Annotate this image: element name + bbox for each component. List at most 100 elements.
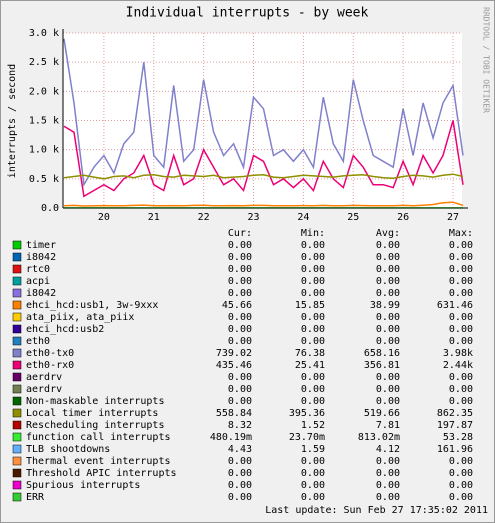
column-header: Max: <box>449 228 473 239</box>
legend-label: aerdrv <box>26 372 62 383</box>
legend-label: ehci_hcd:usb2 <box>26 324 104 335</box>
legend-value: 0.00 <box>301 492 325 503</box>
legend-value: 0.00 <box>449 468 473 479</box>
legend-swatch <box>12 384 22 394</box>
legend-label: ERR <box>26 492 45 503</box>
legend-label: rtc0 <box>26 264 50 275</box>
legend-value: 0.00 <box>376 240 400 251</box>
legend-label: Non-maskable interrupts <box>26 396 164 407</box>
legend-value: 435.46 <box>216 360 252 371</box>
legend-value: 519.66 <box>364 408 400 419</box>
legend-label: Local timer interrupts <box>26 408 158 419</box>
side-label: RRDTOOL / TOBI OETIKER <box>482 7 491 113</box>
x-tick-label: 27 <box>447 212 459 223</box>
x-tick-label: 20 <box>98 212 110 223</box>
legend-value: 480.19m <box>210 432 252 443</box>
legend-swatch <box>12 324 22 334</box>
legend-label: i8042 <box>26 288 56 299</box>
legend-value: 0.00 <box>449 456 473 467</box>
legend-swatch <box>12 408 22 418</box>
legend-value: 161.96 <box>437 444 473 455</box>
legend-value: 0.00 <box>228 312 252 323</box>
legend-value: 0.00 <box>228 372 252 383</box>
legend-value: 0.00 <box>449 372 473 383</box>
legend-label: Spurious interrupts <box>26 480 140 491</box>
legend-value: 0.00 <box>228 492 252 503</box>
series-line <box>63 173 464 180</box>
legend-swatch <box>12 336 22 346</box>
legend-swatch <box>12 432 22 442</box>
legend-value: 0.00 <box>228 468 252 479</box>
legend-value: 0.00 <box>301 252 325 263</box>
legend-value: 76.38 <box>295 348 325 359</box>
legend-label: function call interrupts <box>26 432 171 443</box>
legend-label: i8042 <box>26 252 56 263</box>
legend-swatch <box>12 468 22 478</box>
legend-value: 0.00 <box>376 456 400 467</box>
legend-value: 1.52 <box>301 420 325 431</box>
legend-value: 3.98k <box>443 348 473 359</box>
legend-value: 23.70m <box>289 432 325 443</box>
legend-swatch <box>12 312 22 322</box>
legend-swatch <box>12 420 22 430</box>
y-tick-label: 1.5 k <box>29 116 59 127</box>
legend-value: 0.00 <box>228 324 252 335</box>
legend-value: 0.00 <box>228 288 252 299</box>
legend-swatch <box>12 276 22 286</box>
legend-swatch <box>12 300 22 310</box>
legend-swatch <box>12 492 22 502</box>
legend-value: 0.00 <box>301 396 325 407</box>
legend-value: 0.00 <box>228 480 252 491</box>
legend-value: 197.87 <box>437 420 473 431</box>
series-line <box>63 120 464 198</box>
legend-swatch <box>12 240 22 250</box>
legend-value: 0.00 <box>301 288 325 299</box>
legend-value: 631.46 <box>437 300 473 311</box>
legend-value: 0.00 <box>376 312 400 323</box>
legend-label: eth0-tx0 <box>26 348 74 359</box>
legend-value: 0.00 <box>228 336 252 347</box>
y-tick-label: 3.0 k <box>29 28 59 39</box>
legend-value: 8.32 <box>228 420 252 431</box>
legend-swatch <box>12 372 22 382</box>
legend-label: eth0-rx0 <box>26 360 74 371</box>
legend-label: eth0 <box>26 336 50 347</box>
legend-value: 862.35 <box>437 408 473 419</box>
legend-value: 0.00 <box>449 276 473 287</box>
legend-value: 0.00 <box>376 468 400 479</box>
x-tick-label: 24 <box>297 212 309 223</box>
legend-value: 2.44k <box>443 360 473 371</box>
legend-value: 813.02m <box>358 432 400 443</box>
legend-label: Threshold APIC interrupts <box>26 468 177 479</box>
legend-value: 0.00 <box>376 396 400 407</box>
y-axis-label: interrupts / second <box>7 64 18 178</box>
y-tick-label: 2.5 k <box>29 57 59 68</box>
legend-value: 395.36 <box>289 408 325 419</box>
legend-swatch <box>12 480 22 490</box>
legend-swatch <box>12 444 22 454</box>
legend-value: 0.00 <box>376 336 400 347</box>
legend-value: 0.00 <box>449 252 473 263</box>
legend-value: 0.00 <box>449 324 473 335</box>
legend-value: 53.28 <box>443 432 473 443</box>
y-tick-label: 1.0 k <box>29 145 59 156</box>
legend-value: 0.00 <box>449 492 473 503</box>
legend-value: 0.00 <box>301 276 325 287</box>
legend-value: 0.00 <box>449 396 473 407</box>
legend-swatch <box>12 264 22 274</box>
legend-label: Thermal event interrupts <box>26 456 171 467</box>
legend-value: 0.00 <box>376 324 400 335</box>
legend-value: 0.00 <box>449 384 473 395</box>
legend-value: 0.00 <box>301 372 325 383</box>
legend-value: 658.16 <box>364 348 400 359</box>
legend-value: 0.00 <box>301 336 325 347</box>
legend-value: 4.43 <box>228 444 252 455</box>
x-tick-label: 25 <box>347 212 359 223</box>
legend-label: TLB shootdowns <box>26 444 110 455</box>
column-header: Min: <box>301 228 325 239</box>
legend-value: 0.00 <box>228 240 252 251</box>
legend-label: Rescheduling interrupts <box>26 420 164 431</box>
legend-value: 38.99 <box>370 300 400 311</box>
legend-value: 0.00 <box>376 480 400 491</box>
